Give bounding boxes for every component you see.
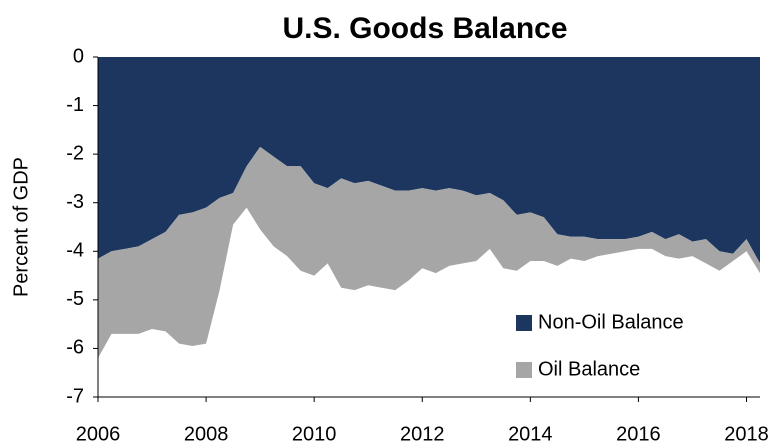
area	[98, 146, 760, 359]
legend-swatch	[516, 362, 532, 378]
x-tick-label: 2016	[616, 423, 661, 444]
chart-title: U.S. Goods Balance	[282, 12, 567, 45]
x-tick-label: 2010	[292, 423, 337, 444]
y-axis-label: Percent of GDP	[10, 157, 32, 297]
legend-label: Oil Balance	[538, 358, 640, 380]
area	[98, 57, 760, 264]
y-tick-label: -5	[66, 288, 84, 310]
y-tick-label: -1	[66, 94, 84, 116]
y-tick-label: -6	[66, 337, 84, 359]
y-tick-label: -4	[66, 240, 84, 262]
legend-swatch	[516, 315, 532, 331]
y-tick-label: -3	[66, 191, 84, 213]
x-tick-label: 2012	[400, 423, 445, 444]
x-tick-label: 2018	[724, 423, 769, 444]
y-tick-label: 0	[73, 45, 84, 67]
legend-label: Non-Oil Balance	[538, 311, 684, 333]
y-tick-label: -7	[66, 385, 84, 407]
x-tick-label: 2008	[184, 423, 229, 444]
x-tick-label: 2006	[76, 423, 121, 444]
x-tick-label: 2014	[508, 423, 553, 444]
y-tick-label: -2	[66, 142, 84, 164]
